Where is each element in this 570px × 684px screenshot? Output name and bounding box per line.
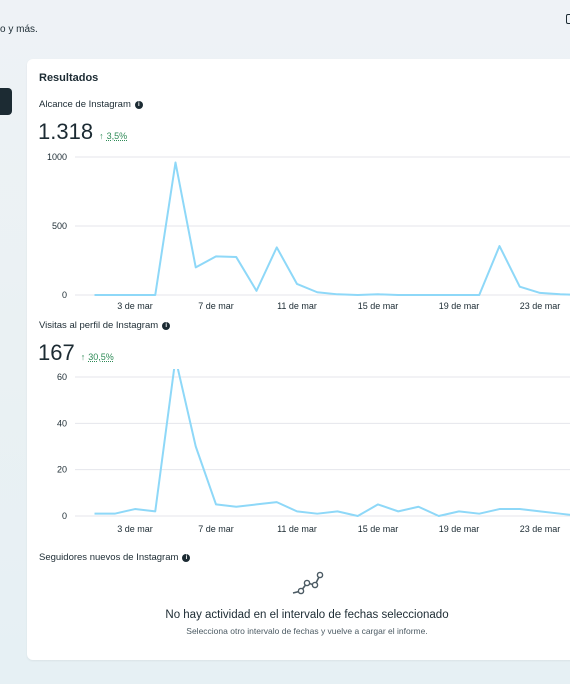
metric-title-profile-visits-label: Visitas al perfil de Instagram xyxy=(39,320,159,331)
metric-title-new-followers-label: Seguidores nuevos de Instagram xyxy=(39,552,179,563)
x-tick-label: 3 de mar xyxy=(117,524,153,534)
metric-value-reach-number: 1.318 xyxy=(38,119,94,144)
metric-change-reach: ↑ 3,5% xyxy=(99,131,127,141)
top-right-icon[interactable] xyxy=(566,14,570,24)
x-tick-label: 15 de mar xyxy=(358,524,399,534)
trend-line-icon xyxy=(292,571,324,595)
results-card: Resultados Alcance de Instagram i 1.318 … xyxy=(27,59,570,660)
x-tick-label: 7 de mar xyxy=(198,301,234,311)
y-tick-label: 1000 xyxy=(47,152,67,162)
metric-value-profile-visits: 167 ↑ 30,5% xyxy=(38,340,114,366)
x-tick-label: 19 de mar xyxy=(439,524,480,534)
info-icon[interactable]: i xyxy=(162,321,171,330)
empty-state-title: No hay actividad en el intervalo de fech… xyxy=(165,609,449,621)
top-text-snippet: o y más. xyxy=(0,24,38,35)
y-tick-label: 500 xyxy=(52,221,67,231)
metric-title-reach-label: Alcance de Instagram xyxy=(39,99,131,110)
metric-value-reach: 1.318 ↑ 3,5% xyxy=(38,119,127,145)
y-tick-label: 60 xyxy=(57,372,67,382)
metric-title-profile-visits: Visitas al perfil de Instagram i xyxy=(39,320,171,331)
y-tick-label: 20 xyxy=(57,465,67,475)
metric-title-new-followers: Seguidores nuevos de Instagram i xyxy=(39,552,191,563)
sidebar-tab[interactable] xyxy=(0,88,12,115)
x-tick-label: 7 de mar xyxy=(198,524,234,534)
info-icon[interactable]: i xyxy=(134,100,143,109)
y-tick-label: 0 xyxy=(62,290,67,300)
arrow-up-icon: ↑ xyxy=(80,352,86,362)
empty-state: No hay actividad en el intervalo de fech… xyxy=(27,567,570,636)
metric-change-reach-percent[interactable]: 3,5% xyxy=(106,131,128,141)
metric-value-profile-visits-number: 167 xyxy=(38,340,75,365)
metric-change-profile-visits: ↑ 30,5% xyxy=(81,352,114,362)
metric-change-profile-visits-percent[interactable]: 30,5% xyxy=(88,352,114,362)
x-tick-label: 3 de mar xyxy=(117,301,153,311)
series-line[interactable] xyxy=(94,369,570,517)
x-tick-label: 23 de mar xyxy=(520,524,561,534)
x-tick-label: 11 de mar xyxy=(277,301,317,311)
arrow-up-icon: ↑ xyxy=(99,131,104,141)
y-tick-label: 40 xyxy=(57,418,67,428)
x-tick-label: 15 de mar xyxy=(358,301,399,311)
x-tick-label: 11 de mar xyxy=(277,524,317,534)
y-tick-label: 0 xyxy=(62,511,67,521)
x-tick-label: 23 de mar xyxy=(520,301,561,311)
card-title: Resultados xyxy=(39,72,99,84)
series-line[interactable] xyxy=(94,161,570,296)
info-icon[interactable]: i xyxy=(182,553,191,562)
chart-profile-visits: 0 20 40 60 3 de mar 7 de mar 11 de mar 15 de ma… xyxy=(57,369,570,534)
metric-title-reach: Alcance de Instagram i xyxy=(39,99,143,110)
chart-reach: 0 500 1000 3 de mar 7 de mar 11 de mar 15 de m… xyxy=(47,152,570,311)
x-tick-label: 19 de mar xyxy=(439,301,480,311)
empty-state-subtitle: Selecciona otro intervalo de fechas y vu… xyxy=(186,626,428,636)
